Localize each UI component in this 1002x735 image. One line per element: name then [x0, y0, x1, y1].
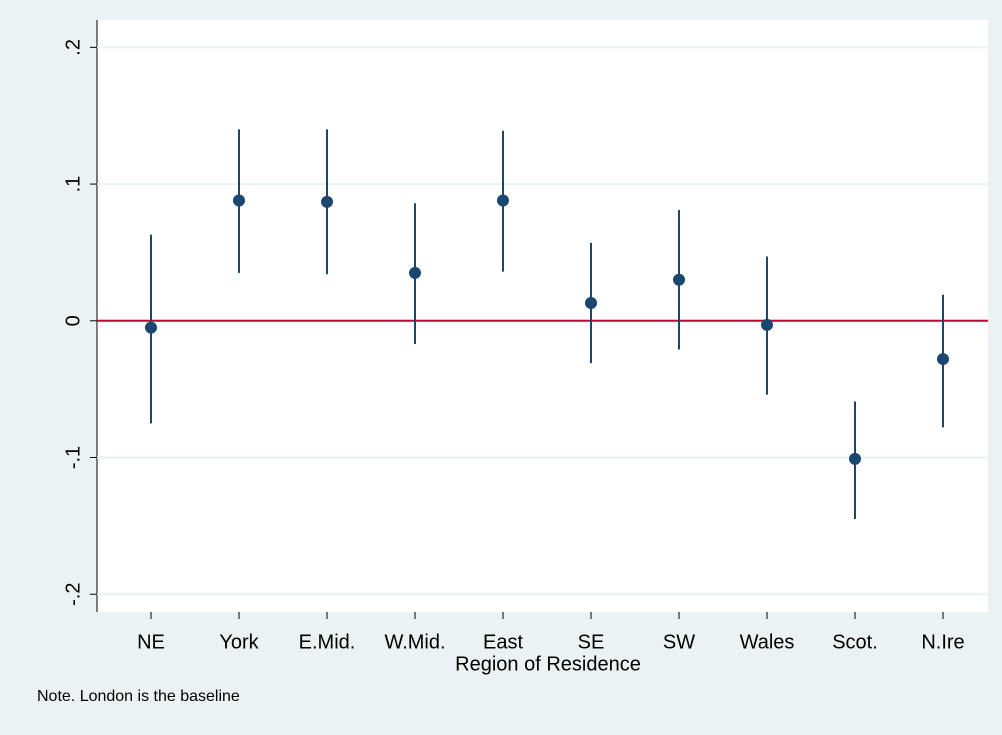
- y-tick-label: .2: [62, 39, 84, 56]
- point: [673, 273, 685, 286]
- x-tick-label: W.Mid.: [384, 631, 445, 653]
- point: [937, 353, 949, 366]
- x-axis-title: Region of Residence: [455, 653, 641, 675]
- x-tick-label: Scot.: [832, 631, 878, 653]
- x-tick-label: York: [219, 631, 259, 653]
- point: [849, 452, 861, 465]
- point: [145, 321, 157, 334]
- x-tick-label: East: [483, 631, 523, 653]
- note: Note. London is the baseline: [37, 688, 240, 705]
- x-tick-label: E.Mid.: [299, 631, 356, 653]
- x-tick-label: SW: [663, 631, 695, 653]
- y-tick-label: -.1: [62, 446, 84, 469]
- point: [233, 194, 245, 207]
- point: [409, 266, 421, 279]
- y-tick-label: .1: [62, 176, 84, 193]
- x-tick-label: N.Ire: [921, 631, 964, 653]
- point: [321, 195, 333, 208]
- x-tick-label: NE: [137, 631, 165, 653]
- point: [761, 318, 773, 331]
- x-tick-label: Wales: [740, 631, 795, 653]
- point: [497, 194, 509, 207]
- x-tick-label: SE: [578, 631, 605, 653]
- y-tick-label: 0: [62, 315, 84, 326]
- plot-area: [97, 20, 988, 612]
- y-tick-label: -.2: [62, 583, 84, 606]
- point: [585, 297, 597, 310]
